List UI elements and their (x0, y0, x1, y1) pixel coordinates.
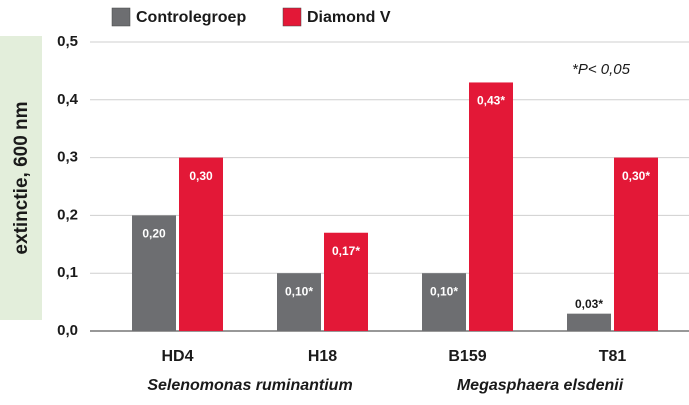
y-tick-label: 0,5 (57, 33, 78, 50)
x-group-label: Megasphaera elsdenii (457, 377, 624, 394)
legend-swatch (282, 7, 302, 27)
y-tick-label: 0,1 (57, 264, 78, 281)
y-label-band (0, 36, 42, 320)
bar (614, 157, 658, 331)
value-label: 0,10* (430, 284, 458, 298)
annotation: *P< 0,05 (572, 61, 631, 78)
legend-label: Diamond V (307, 9, 391, 26)
value-label: 0,20 (142, 227, 166, 241)
value-label: 0,03* (575, 297, 603, 311)
bar (277, 273, 321, 331)
value-label: 0,17* (332, 244, 360, 258)
value-label: 0,10* (285, 284, 313, 298)
x-tick-label: H18 (308, 348, 337, 365)
bar (422, 273, 466, 331)
x-tick-label: HD4 (161, 348, 193, 365)
y-tick-label: 0,4 (57, 91, 79, 108)
y-axis-label: extinctie, 600 nm (11, 101, 32, 254)
bar (179, 157, 223, 331)
value-label: 0,30* (622, 169, 650, 183)
bar (132, 215, 176, 331)
y-tick-label: 0,2 (57, 206, 78, 223)
value-label: 0,43* (477, 94, 505, 108)
x-tick-label: B159 (448, 348, 486, 365)
legend-label: Controlegroep (136, 9, 246, 26)
y-tick-label: 0,0 (57, 322, 78, 339)
bar (324, 232, 368, 331)
bar (567, 313, 611, 331)
legend-swatch (111, 7, 131, 27)
value-label: 0,30 (189, 169, 213, 183)
x-group-label: Selenomonas ruminantium (147, 377, 352, 394)
bar (469, 82, 513, 332)
x-tick-label: T81 (599, 348, 627, 365)
y-tick-label: 0,3 (57, 149, 78, 166)
